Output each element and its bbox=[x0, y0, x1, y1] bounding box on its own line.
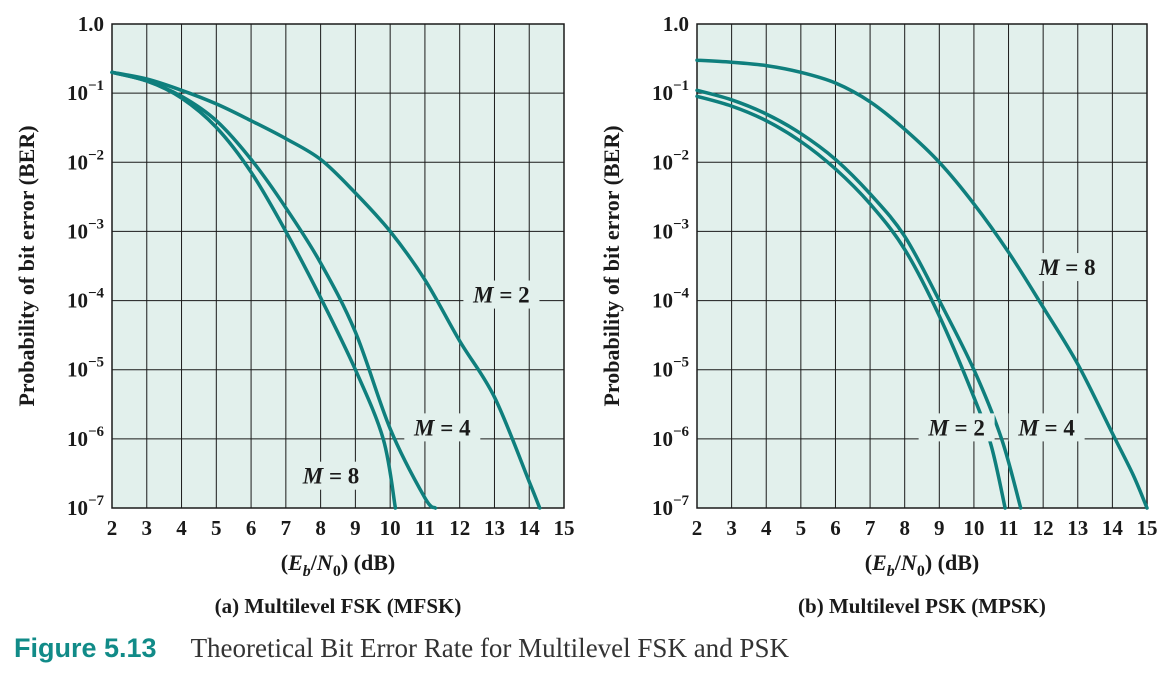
x-tick-label: 14 bbox=[1102, 516, 1124, 540]
y-tick-label: 10−2 bbox=[67, 147, 104, 174]
x-tick-label: 12 bbox=[449, 516, 470, 540]
annotation-background bbox=[404, 413, 481, 442]
x-tick-label: 13 bbox=[484, 516, 505, 540]
chart-panel-mfsk: 2 3 4 5 6 7 8 9 10 11 12 13 14 15 1.0 10−1 10−2 10−3 10−4 1… bbox=[14, 12, 575, 618]
x-tick-label: 9 bbox=[350, 516, 361, 540]
series-line-m-2 bbox=[695, 94, 1007, 510]
x-tick-label: 11 bbox=[999, 516, 1019, 540]
series-line-m-8 bbox=[110, 70, 398, 510]
x-tick-label: 7 bbox=[865, 516, 876, 540]
y-tick-label: 10−3 bbox=[67, 216, 104, 243]
y-tick-label: 10−5 bbox=[67, 355, 104, 382]
x-tick-label: 5 bbox=[211, 516, 222, 540]
series-line-m-4 bbox=[695, 88, 1023, 510]
annotation-background bbox=[918, 413, 995, 442]
x-tick-label: 3 bbox=[142, 516, 153, 540]
annotation-background bbox=[1029, 253, 1106, 282]
annotation-background bbox=[293, 461, 370, 490]
y-tick-label: 10−5 bbox=[652, 355, 689, 382]
x-tick-label: 15 bbox=[554, 516, 575, 540]
curve-annotation: M = 8 bbox=[302, 464, 360, 489]
x-tick-label: 15 bbox=[1137, 516, 1158, 540]
curve-annotation: M = 2 bbox=[472, 283, 530, 308]
curve-annotation: M = 4 bbox=[1017, 415, 1075, 440]
panel-caption: (a) Multilevel FSK (MFSK) bbox=[215, 594, 462, 618]
x-tick-label: 2 bbox=[107, 516, 118, 540]
y-axis-label: Probability of bit error (BER) bbox=[599, 125, 624, 406]
y-tick-label: 10−2 bbox=[652, 147, 689, 174]
y-tick-label: 1.0 bbox=[663, 12, 689, 36]
y-tick-label: 10−4 bbox=[67, 286, 105, 313]
x-tick-label: 6 bbox=[830, 516, 841, 540]
x-tick-label: 13 bbox=[1067, 516, 1088, 540]
y-tick-label: 10−4 bbox=[652, 286, 690, 313]
y-tick-label: 10−1 bbox=[652, 78, 689, 105]
y-tick-label: 10−6 bbox=[652, 424, 690, 451]
x-tick-label: 6 bbox=[246, 516, 257, 540]
x-tick-label: 10 bbox=[963, 516, 984, 540]
x-tick-label: 4 bbox=[176, 516, 187, 540]
x-tick-label: 8 bbox=[899, 516, 910, 540]
plot-frame bbox=[111, 23, 565, 509]
y-tick-label: 1.0 bbox=[78, 12, 104, 36]
chart-panel-mpsk: 2 3 4 5 6 7 8 9 10 11 12 13 14 15 1.0 10−1 10−2 10−3 10−4 1… bbox=[599, 12, 1158, 618]
y-tick-label: 10−3 bbox=[652, 216, 689, 243]
y-tick-label: 10−7 bbox=[67, 493, 105, 520]
figure-number: Figure 5.13 bbox=[14, 633, 157, 663]
x-axis-label: (Eb/N0) (dB) bbox=[865, 550, 979, 580]
x-tick-label: 10 bbox=[380, 516, 401, 540]
x-tick-label: 3 bbox=[726, 516, 737, 540]
figure-title: Theoretical Bit Error Rate for Multileve… bbox=[191, 633, 790, 663]
y-tick-label: 10−6 bbox=[67, 424, 105, 451]
x-tick-label: 4 bbox=[761, 516, 772, 540]
x-tick-label: 9 bbox=[934, 516, 945, 540]
plot-frame bbox=[696, 23, 1148, 509]
x-tick-label: 14 bbox=[519, 516, 541, 540]
y-tick-label: 10−7 bbox=[652, 493, 690, 520]
figure-caption: Figure 5.13 Theoretical Bit Error Rate f… bbox=[14, 633, 789, 663]
x-tick-label: 12 bbox=[1033, 516, 1054, 540]
panel-caption: (b) Multilevel PSK (MPSK) bbox=[798, 594, 1046, 618]
annotation-background bbox=[1008, 413, 1085, 442]
x-tick-label: 7 bbox=[281, 516, 292, 540]
x-axis-label: (Eb/N0) (dB) bbox=[281, 550, 395, 580]
plot-area bbox=[112, 24, 564, 508]
series-line-m-2 bbox=[110, 70, 542, 510]
x-tick-label: 5 bbox=[796, 516, 807, 540]
x-tick-label: 2 bbox=[692, 516, 703, 540]
curve-annotation: M = 8 bbox=[1038, 255, 1096, 280]
curve-annotation: M = 2 bbox=[927, 415, 985, 440]
series-line-m-8 bbox=[695, 58, 1149, 510]
x-tick-label: 11 bbox=[415, 516, 435, 540]
annotation-background bbox=[463, 280, 540, 309]
curve-annotation: M = 4 bbox=[413, 415, 471, 440]
x-tick-label: 8 bbox=[315, 516, 326, 540]
y-axis-label: Probability of bit error (BER) bbox=[14, 125, 39, 406]
y-tick-label: 10−1 bbox=[67, 78, 104, 105]
